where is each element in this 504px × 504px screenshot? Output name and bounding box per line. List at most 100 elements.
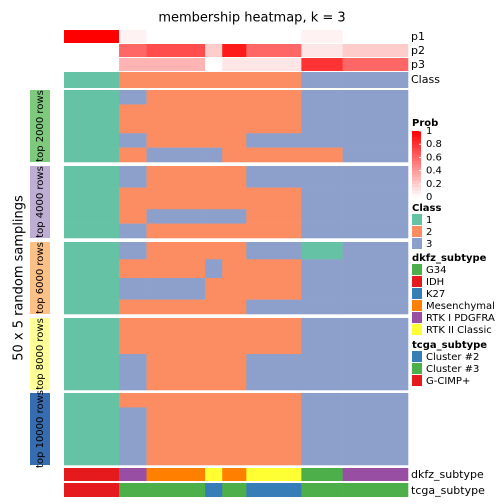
- legend-title: tcga_subtype: [412, 340, 487, 351]
- prob-cell: [301, 44, 343, 57]
- heatmap-cell: [146, 318, 206, 355]
- heatmap-cell: [222, 354, 247, 391]
- block-label-bg: [30, 166, 50, 238]
- legend-label: G-CIMP+: [426, 376, 470, 387]
- heatmap-cell: [222, 318, 247, 355]
- colorbar-label: 0.6: [426, 152, 442, 163]
- prob-cell: [222, 44, 247, 57]
- heatmap-cell: [301, 90, 343, 105]
- colorbar-step: [412, 183, 421, 188]
- heatmap-cell: [119, 223, 147, 239]
- heatmap-cell: [246, 407, 302, 466]
- heatmap-cell: [64, 223, 120, 239]
- prob-cell: [119, 30, 147, 43]
- heatmap-cell: [222, 166, 247, 188]
- heatmap-cell: [146, 242, 206, 260]
- heatmap-cell: [301, 147, 343, 163]
- legend-label: 1: [426, 215, 432, 226]
- heatmap-cell: [64, 393, 120, 408]
- prob-cell: [246, 30, 302, 43]
- heatmap-cell: [342, 393, 409, 408]
- heatmap-cell: [205, 354, 223, 391]
- legend-swatch: [412, 363, 422, 374]
- heatmap-cell: [342, 223, 409, 239]
- heatmap-cell: [342, 354, 409, 391]
- colorbar-step: [412, 147, 421, 152]
- heatmap-cell: [301, 318, 343, 355]
- heatmap-cell: [119, 147, 147, 163]
- heatmap-cell: [222, 259, 247, 279]
- block-label: top 4000 rows: [35, 166, 46, 238]
- heatmap-cell: [146, 90, 206, 105]
- heatmap-cell: [222, 104, 247, 134]
- heatmap-cell: [205, 104, 223, 134]
- block-label: top 8000 rows: [35, 318, 46, 390]
- heatmap-cell: [146, 407, 206, 466]
- heatmap-cell: [342, 187, 409, 210]
- heatmap-cell: [205, 187, 223, 210]
- heatmap-cell: [342, 209, 409, 224]
- block-label-bg: [30, 393, 50, 465]
- heatmap-cell: [222, 209, 247, 224]
- heatmap-cell: [246, 147, 302, 163]
- heatmap-cell: [222, 147, 247, 163]
- block-label-bg: [30, 90, 50, 162]
- legend-label: Cluster #3: [426, 364, 479, 375]
- class-cell: [246, 72, 302, 88]
- heatmap-cell: [246, 104, 302, 134]
- heatmap-cell: [146, 166, 206, 188]
- heatmap-cell: [301, 209, 343, 224]
- prob-cell: [342, 44, 409, 57]
- heatmap-cell: [119, 393, 147, 408]
- heatmap-cell: [205, 166, 223, 188]
- block-label: top 10000 rows: [35, 390, 46, 468]
- legend-swatch: [412, 226, 422, 237]
- heatmap-cell: [342, 147, 409, 163]
- heatmap-cell: [246, 242, 302, 260]
- tcga-cell: [205, 483, 223, 497]
- heatmap-cell: [301, 407, 343, 466]
- colorbar-label: 1: [426, 126, 432, 137]
- block-label-bg: [30, 242, 50, 314]
- heatmap-cell: [205, 318, 223, 355]
- heatmap-cell: [119, 278, 147, 300]
- heatmap-cell: [119, 209, 147, 224]
- colorbar-label: 0.4: [426, 166, 442, 177]
- heatmap-cell: [146, 147, 206, 163]
- class-cell: [205, 72, 223, 88]
- tcga-cell: [119, 483, 147, 497]
- colorbar-step: [412, 190, 421, 194]
- colorbar-step: [412, 137, 421, 142]
- heatmap-cell: [64, 147, 120, 163]
- heatmap-cell: [222, 187, 247, 210]
- prob-cell: [222, 58, 247, 71]
- heatmap-cell: [342, 104, 409, 134]
- heatmap-cell: [64, 407, 120, 466]
- dkfz-cell: [342, 468, 409, 481]
- heatmap-cell: [146, 223, 206, 239]
- heatmap-cell: [222, 242, 247, 260]
- heatmap-cell: [246, 259, 302, 279]
- legend-swatch: [412, 238, 422, 249]
- heatmap-cell: [205, 133, 223, 148]
- colorbar-step: [412, 150, 421, 155]
- legend-swatch: [412, 324, 422, 335]
- heatmap-cell: [301, 242, 343, 260]
- heatmap-cell: [64, 354, 120, 391]
- heatmap-cell: [119, 299, 147, 315]
- prob-cell: [301, 30, 343, 43]
- tcga-cell: [64, 483, 120, 497]
- heatmap-cell: [146, 259, 206, 279]
- legend-swatch: [412, 288, 422, 299]
- prob-cell: [146, 44, 206, 57]
- heatmap-cell: [222, 407, 247, 466]
- heatmap-cell: [64, 242, 120, 260]
- legend-label: IDH: [426, 277, 444, 288]
- colorbar-step: [412, 164, 421, 168]
- heatmap-cell: [301, 166, 343, 188]
- prob-cell: [146, 30, 206, 43]
- colorbar-step: [412, 140, 421, 145]
- heatmap-cell: [246, 187, 302, 210]
- colorbar-step: [412, 187, 421, 191]
- heatmap-cell: [246, 299, 302, 315]
